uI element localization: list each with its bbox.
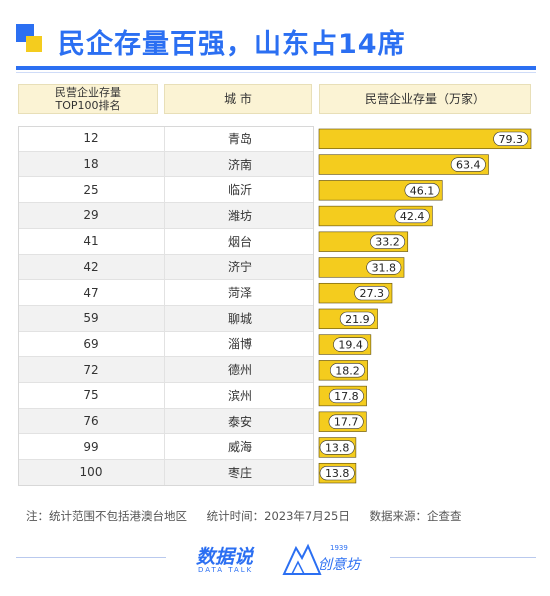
footer-note: 注：统计范围不包括港澳台地区	[26, 509, 187, 523]
table-row: 99 威海	[18, 434, 315, 461]
table-row: 41 烟台	[18, 228, 315, 255]
bar-label-pill	[366, 260, 402, 275]
header-city: 城 市	[164, 84, 312, 114]
city-cell: 滨州	[164, 383, 315, 408]
bar-label-pill	[319, 465, 355, 481]
bar-value-label: 13.8	[325, 467, 350, 480]
city-cell: 烟台	[164, 228, 315, 254]
brand-creative-year: 1939	[330, 544, 348, 552]
table-row: 25 临沂	[18, 177, 315, 204]
table-row: 75 滨州	[18, 383, 314, 409]
city-cell: 济南	[164, 151, 315, 177]
bar-label-pill	[329, 363, 365, 378]
bar-value-label: 17.8	[334, 390, 359, 403]
city-cell: 潍坊	[164, 203, 315, 228]
page-title: 民企存量百强，山东占14席	[58, 29, 406, 60]
city-cell: 临沂	[164, 177, 315, 203]
bar-value-label: 27.3	[360, 287, 385, 300]
title-underline	[16, 66, 536, 70]
table-row: 100 枣庄	[18, 460, 314, 486]
header-value: 民营企业存量（万家）	[319, 84, 531, 114]
bar-label-pill	[328, 388, 364, 404]
bar-value-label: 18.2	[335, 364, 360, 377]
bar-label-pill	[370, 234, 406, 249]
rank-cell: 100	[79, 465, 103, 480]
bar-value-label: 33.2	[375, 236, 400, 249]
title-logo-icon	[16, 24, 42, 54]
table-row: 12 青岛	[18, 126, 314, 152]
ranking-table: 12 青岛 18 济南 25 临沂 29 潍坊 41 烟台 42 济宁 47 菏泽 59 聊城 69 淄博 72 德州…	[18, 126, 314, 486]
city-cell: 德州	[164, 357, 315, 383]
city-cell: 青岛	[164, 126, 315, 151]
city-cell: 威海	[164, 434, 315, 460]
rank-cell: 99	[83, 439, 99, 454]
bar	[318, 154, 489, 175]
header-rank-line1: 民营企业存量	[55, 86, 121, 99]
footer-source: 数据来源：企查查	[369, 509, 462, 523]
footer: 注：统计范围不包括港澳台地区 统计时间：2023年7月25日 数据来源：企查查	[26, 508, 478, 524]
title-block: 民企存量百强，山东占14席	[16, 22, 536, 62]
bar-label-pill	[450, 157, 486, 172]
brand-data-talk-logo: 数据说 DATA TALK	[196, 542, 266, 576]
footer-divider-left	[16, 557, 166, 558]
mountain-icon	[282, 543, 322, 575]
bar-chart: 79.3 63.4 46.1 42.433.2 31.8 27.3 21.9 19.4 18.2…	[318, 128, 532, 484]
bar-label-pill	[354, 285, 390, 301]
footer-divider-right	[390, 557, 536, 558]
bar-label-pill	[394, 208, 430, 224]
rank-cell: 75	[83, 388, 99, 403]
table-row: 76 泰安	[18, 408, 315, 435]
rank-cell: 47	[83, 285, 99, 300]
rank-cell: 25	[83, 182, 99, 197]
table-row: 29 潍坊	[18, 203, 314, 229]
bar-value-label: 13.8	[325, 441, 350, 454]
bar-label-pill	[339, 311, 375, 327]
table-row: 42 济宁	[18, 254, 315, 281]
rank-cell: 69	[83, 336, 99, 351]
header-rank: 民营企业存量 TOP100排名	[18, 84, 158, 114]
rank-cell: 12	[83, 131, 99, 146]
footer-time: 统计时间：2023年7月25日	[206, 509, 350, 523]
table-row: 18 济南	[18, 151, 315, 178]
bar-value-label: 79.3	[499, 133, 524, 146]
bar-value-label: 21.9	[345, 313, 370, 326]
city-cell: 淄博	[164, 331, 315, 357]
brand-data-talk-en: DATA TALK	[198, 566, 254, 574]
table-row: 47 菏泽	[18, 280, 314, 306]
brand-creative-logo: 1939 创意坊	[282, 540, 362, 578]
bar-label-pill	[404, 183, 440, 198]
bar-value-label: 19.4	[338, 339, 363, 352]
rank-cell: 41	[83, 234, 99, 249]
bar-value-label: 42.4	[400, 210, 425, 223]
bar-value-label: 63.4	[456, 159, 481, 172]
bar-value-label: 31.8	[372, 261, 397, 274]
brand-data-talk-name: 数据说	[196, 546, 254, 568]
bar-label-pill	[493, 131, 529, 147]
table-row: 72 德州	[18, 357, 315, 384]
rank-cell: 72	[83, 362, 99, 377]
rank-cell: 76	[83, 414, 99, 429]
rank-cell: 42	[83, 259, 99, 274]
title-underline-thin	[16, 72, 536, 73]
city-cell: 济宁	[164, 254, 315, 280]
rank-cell: 18	[83, 157, 99, 172]
table-row: 69 淄博	[18, 331, 315, 358]
table-row: 59 聊城	[18, 305, 315, 332]
brand-creative-name: 创意坊	[318, 557, 360, 573]
bar	[318, 128, 532, 150]
rank-cell: 29	[83, 208, 99, 223]
city-cell: 泰安	[164, 408, 315, 434]
rank-cell: 59	[83, 311, 99, 326]
bar-value-label: 17.7	[334, 416, 359, 429]
bar-label-pill	[328, 414, 364, 429]
city-cell: 聊城	[164, 305, 315, 331]
city-cell: 枣庄	[164, 460, 315, 485]
header-rank-line2: TOP100排名	[55, 99, 121, 112]
bar-value-label: 46.1	[410, 184, 435, 197]
city-cell: 菏泽	[164, 280, 315, 305]
bar-label-pill	[333, 337, 369, 352]
bar-label-pill	[319, 440, 355, 455]
